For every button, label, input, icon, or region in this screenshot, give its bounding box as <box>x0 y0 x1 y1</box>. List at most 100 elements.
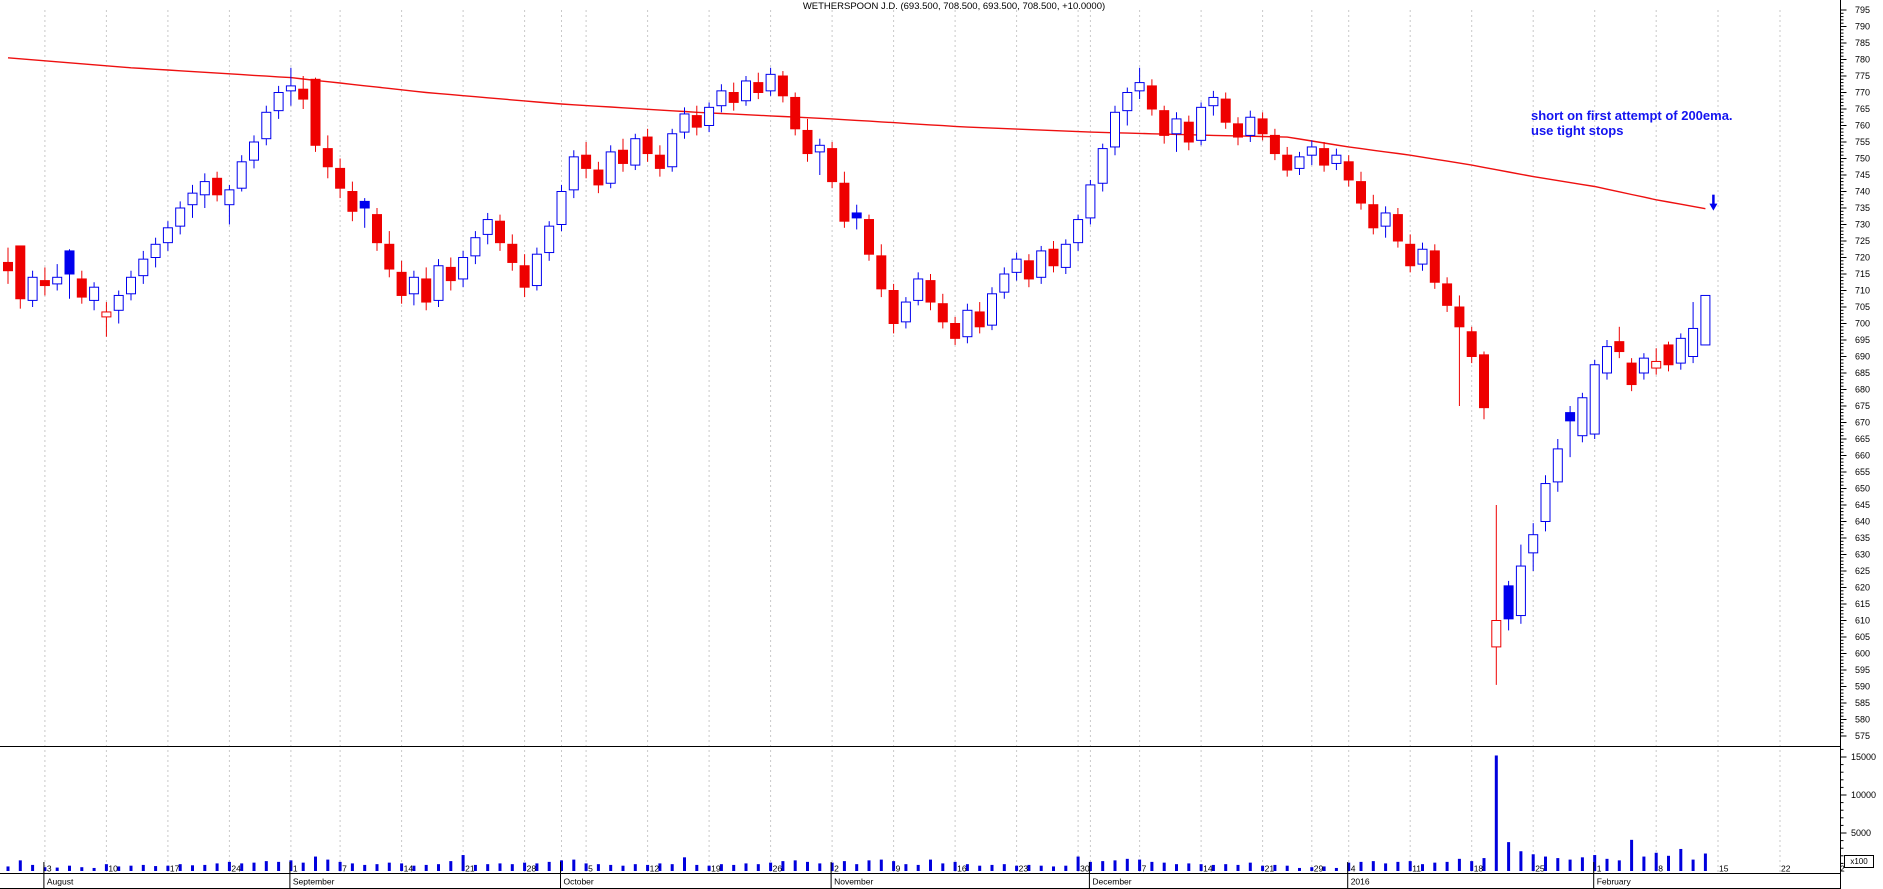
svg-text:24: 24 <box>231 864 241 874</box>
svg-text:725: 725 <box>1855 236 1870 246</box>
price-axis: 575 580 585 590 595 600 605 610 615 620 625 630 635 6… <box>1840 5 1870 741</box>
svg-text:680: 680 <box>1855 385 1870 395</box>
svg-text:5: 5 <box>588 864 593 874</box>
svg-text:2: 2 <box>1840 864 1845 874</box>
svg-text:19: 19 <box>711 864 721 874</box>
svg-text:650: 650 <box>1855 484 1870 494</box>
svg-text:780: 780 <box>1855 55 1870 65</box>
svg-text:580: 580 <box>1855 715 1870 725</box>
svg-text:700: 700 <box>1855 319 1870 329</box>
svg-text:705: 705 <box>1855 302 1870 312</box>
svg-text:7: 7 <box>1142 864 1147 874</box>
svg-text:640: 640 <box>1855 517 1870 527</box>
svg-text:770: 770 <box>1855 88 1870 98</box>
svg-text:625: 625 <box>1855 566 1870 576</box>
svg-text:635: 635 <box>1855 533 1870 543</box>
svg-text:715: 715 <box>1855 269 1870 279</box>
svg-text:7: 7 <box>342 864 347 874</box>
svg-text:23: 23 <box>1019 864 1029 874</box>
svg-text:790: 790 <box>1855 22 1870 32</box>
svg-text:575: 575 <box>1855 731 1870 741</box>
svg-text:750: 750 <box>1855 154 1870 164</box>
svg-text:615: 615 <box>1855 599 1870 609</box>
svg-text:10000: 10000 <box>1851 790 1876 800</box>
svg-text:26: 26 <box>773 864 783 874</box>
svg-text:September: September <box>293 877 335 887</box>
svg-text:600: 600 <box>1855 649 1870 659</box>
svg-text:685: 685 <box>1855 368 1870 378</box>
candles-layer <box>3 67 1711 685</box>
svg-text:585: 585 <box>1855 698 1870 708</box>
svg-text:760: 760 <box>1855 121 1870 131</box>
svg-text:4: 4 <box>1351 864 1356 874</box>
svg-text:660: 660 <box>1855 451 1870 461</box>
svg-text:1: 1 <box>293 864 298 874</box>
volume-multiplier-badge: x100 <box>1844 855 1874 868</box>
svg-text:17: 17 <box>170 864 180 874</box>
svg-text:30: 30 <box>1080 864 1090 874</box>
svg-text:655: 655 <box>1855 467 1870 477</box>
svg-text:November: November <box>834 877 873 887</box>
svg-text:630: 630 <box>1855 550 1870 560</box>
svg-text:745: 745 <box>1855 170 1870 180</box>
svg-text:675: 675 <box>1855 401 1870 411</box>
grid-layer <box>44 10 1781 874</box>
annotation-line2: use tight stops <box>1531 123 1624 138</box>
svg-text:21: 21 <box>465 864 475 874</box>
svg-text:795: 795 <box>1855 5 1870 15</box>
svg-text:2: 2 <box>834 864 839 874</box>
svg-text:620: 620 <box>1855 583 1870 593</box>
svg-text:730: 730 <box>1855 220 1870 230</box>
svg-text:595: 595 <box>1855 665 1870 675</box>
svg-text:670: 670 <box>1855 418 1870 428</box>
svg-text:11: 11 <box>1412 864 1421 874</box>
svg-text:December: December <box>1092 877 1131 887</box>
annotation-note: short on first attempt of 200ema. use ti… <box>1531 108 1733 138</box>
svg-text:August: August <box>47 877 74 887</box>
ema-end-arrow-icon <box>1709 194 1718 211</box>
svg-text:665: 665 <box>1855 434 1870 444</box>
svg-text:16: 16 <box>957 864 967 874</box>
svg-text:October: October <box>564 877 594 887</box>
svg-text:690: 690 <box>1855 352 1870 362</box>
volume-bars <box>6 755 1707 871</box>
svg-text:14: 14 <box>404 864 414 874</box>
svg-text:695: 695 <box>1855 335 1870 345</box>
svg-text:765: 765 <box>1855 104 1870 114</box>
svg-text:775: 775 <box>1855 71 1870 81</box>
svg-text:610: 610 <box>1855 616 1870 626</box>
svg-text:1: 1 <box>1597 864 1602 874</box>
svg-text:15000: 15000 <box>1851 752 1876 762</box>
svg-text:15: 15 <box>1719 864 1729 874</box>
svg-text:25: 25 <box>1535 864 1545 874</box>
svg-text:9: 9 <box>896 864 901 874</box>
svg-text:8: 8 <box>1658 864 1663 874</box>
svg-text:10: 10 <box>108 864 118 874</box>
svg-text:605: 605 <box>1855 632 1870 642</box>
svg-text:740: 740 <box>1855 187 1870 197</box>
svg-text:755: 755 <box>1855 137 1870 147</box>
svg-text:3: 3 <box>47 864 52 874</box>
chart-title: WETHERSPOON J.D. (693.500, 708.500, 693.… <box>802 1 1106 12</box>
svg-text:February: February <box>1597 877 1632 887</box>
svg-text:735: 735 <box>1855 203 1870 213</box>
svg-text:21: 21 <box>1265 864 1275 874</box>
svg-text:22: 22 <box>1781 864 1791 874</box>
svg-text:590: 590 <box>1855 682 1870 692</box>
svg-text:14: 14 <box>1203 864 1213 874</box>
svg-text:5000: 5000 <box>1851 828 1871 838</box>
volume-axis: 5000 10000 15000 <box>1840 748 1876 872</box>
svg-text:2016: 2016 <box>1351 877 1370 887</box>
svg-text:720: 720 <box>1855 253 1870 263</box>
annotation-line1: short on first attempt of 200ema. <box>1531 108 1733 123</box>
svg-text:29: 29 <box>1314 864 1324 874</box>
svg-text:28: 28 <box>527 864 537 874</box>
svg-text:785: 785 <box>1855 38 1870 48</box>
svg-text:710: 710 <box>1855 286 1870 296</box>
svg-text:645: 645 <box>1855 500 1870 510</box>
svg-text:12: 12 <box>650 864 660 874</box>
svg-text:18: 18 <box>1474 864 1484 874</box>
